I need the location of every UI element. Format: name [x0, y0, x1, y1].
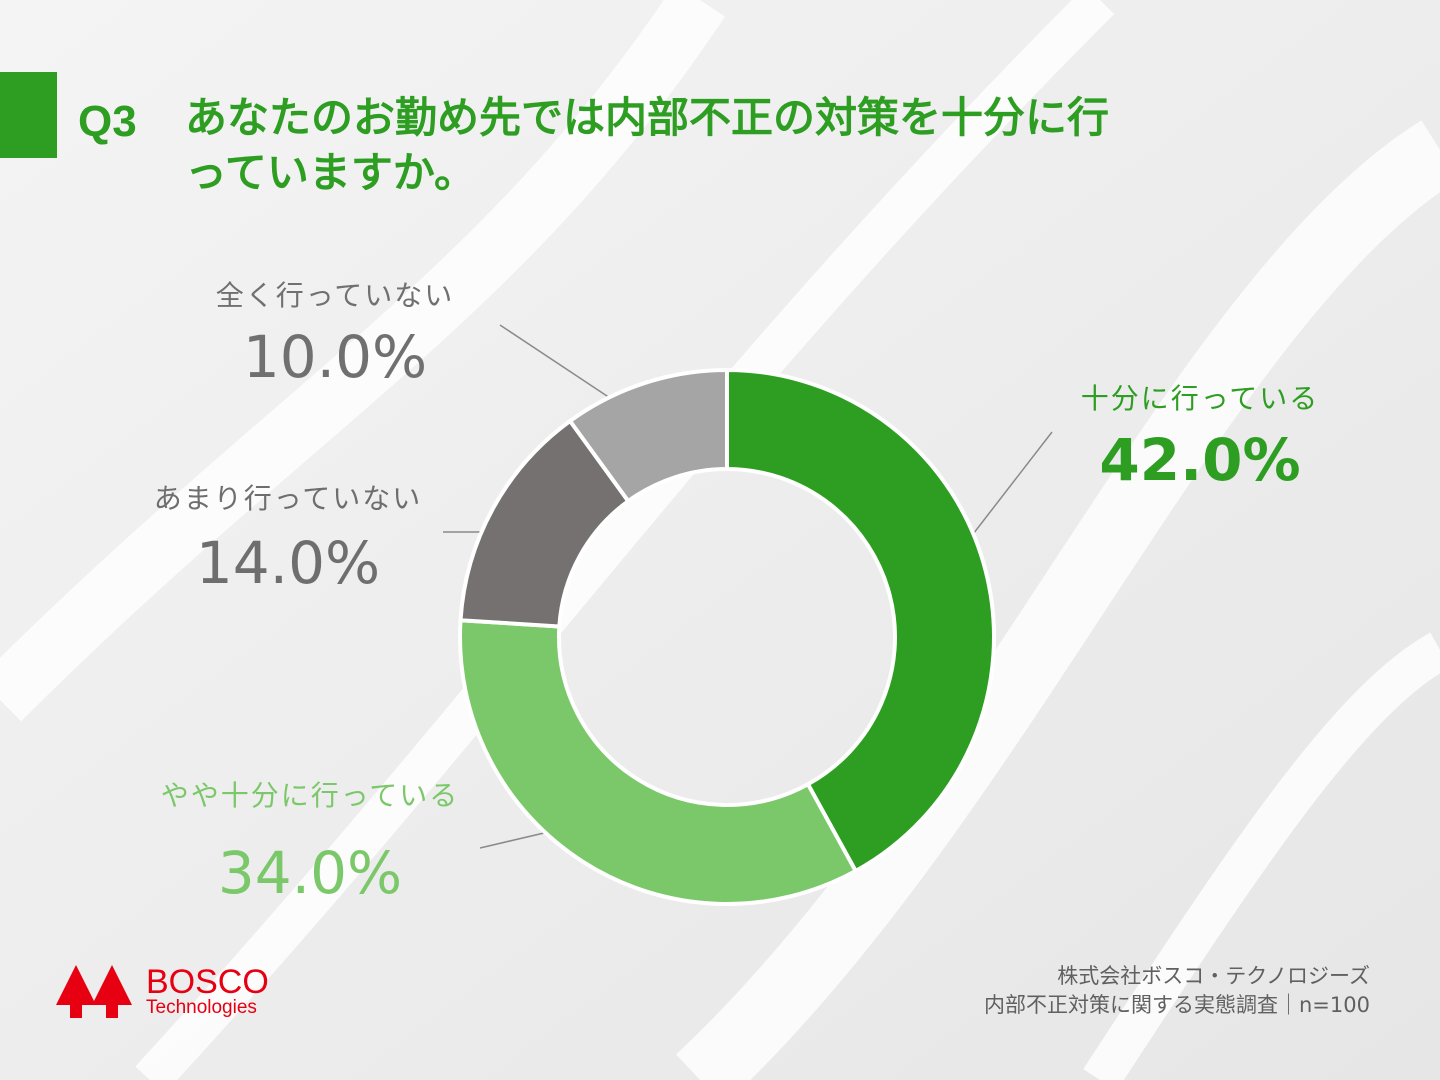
value-label: 34.0% — [218, 839, 402, 907]
category-label: 全く行っていない — [216, 279, 455, 312]
donut-slice — [458, 618, 859, 906]
donut-slice — [725, 367, 996, 874]
logo-name: BOSCO — [146, 963, 269, 1001]
value-label: 10.0% — [243, 323, 427, 391]
value-label: 14.0% — [196, 529, 380, 597]
category-label: やや十分に行っている — [161, 779, 460, 812]
logo: BOSCO Technologies — [56, 963, 269, 1018]
title-box: あなたのお勤め先では内部不正の対策を十分に行っていますか。 — [185, 93, 1110, 197]
logo-sub: Technologies — [146, 997, 257, 1018]
question-number: Q3 — [78, 97, 137, 146]
footer-company: 株式会社ボスコ・テクノロジーズ — [1057, 964, 1370, 988]
donut-slice — [567, 367, 729, 504]
chart-title: あなたのお勤め先では内部不正の対策を十分に行っていますか。 — [185, 93, 1110, 197]
title-marker — [0, 72, 57, 158]
category-label: あまり行っていない — [154, 482, 423, 515]
category-label: 十分に行っている — [1081, 382, 1320, 415]
value-label: 42.0% — [1099, 426, 1300, 494]
footer-survey: 内部不正対策に関する実態調査｜n=100 — [984, 993, 1370, 1017]
